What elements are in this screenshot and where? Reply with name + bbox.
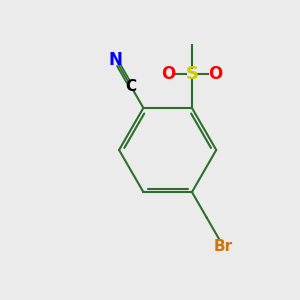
Text: S: S [185, 65, 199, 83]
Text: Br: Br [214, 239, 233, 254]
Text: O: O [162, 65, 176, 83]
Text: O: O [208, 65, 222, 83]
Text: N: N [109, 51, 123, 69]
Text: C: C [125, 79, 136, 94]
